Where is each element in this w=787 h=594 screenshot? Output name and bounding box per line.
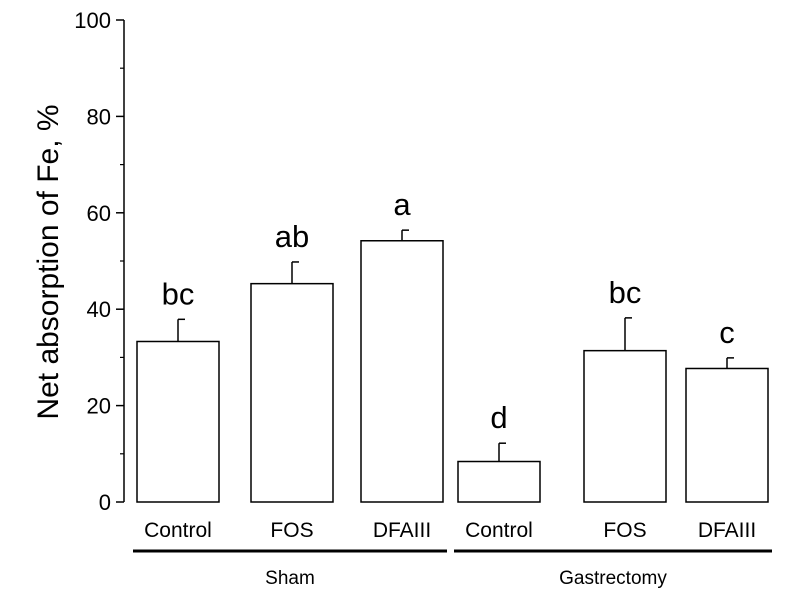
category-label: Control: [465, 519, 533, 542]
bars: [136, 229, 769, 503]
category-label: DFAIII: [373, 519, 431, 542]
bar: [360, 240, 444, 503]
bar: [685, 367, 769, 503]
y-axis-label: Net absorption of Fe, %: [32, 104, 65, 419]
significance-label: d: [490, 400, 507, 435]
y-tick-label: 80: [87, 104, 111, 129]
significance-label: bc: [162, 276, 195, 311]
significance-label: bc: [609, 275, 642, 310]
significance-label: ab: [275, 219, 309, 254]
category-label: FOS: [603, 519, 646, 542]
group-label: Sham: [265, 568, 315, 589]
y-tick-label: 60: [87, 201, 111, 226]
bar: [457, 460, 541, 503]
labels: bc Control ab FOS a DFAIII d Control bc FOS c DFAII…: [144, 187, 756, 589]
bar: [136, 340, 220, 503]
y-tick-label: 40: [87, 297, 111, 322]
y-tick-label: 100: [74, 8, 111, 33]
axes: 0 20 40 60 80 100: [74, 8, 772, 553]
bar: [583, 349, 667, 503]
y-tick-label: 0: [99, 490, 111, 515]
y-tick-label: 20: [87, 394, 111, 419]
bar: [250, 282, 334, 503]
category-label: Control: [144, 519, 212, 542]
category-label: FOS: [270, 519, 313, 542]
significance-label: a: [393, 187, 411, 222]
significance-label: c: [719, 315, 735, 350]
group-label: Gastrectomy: [559, 568, 667, 589]
category-label: DFAIII: [698, 519, 756, 542]
